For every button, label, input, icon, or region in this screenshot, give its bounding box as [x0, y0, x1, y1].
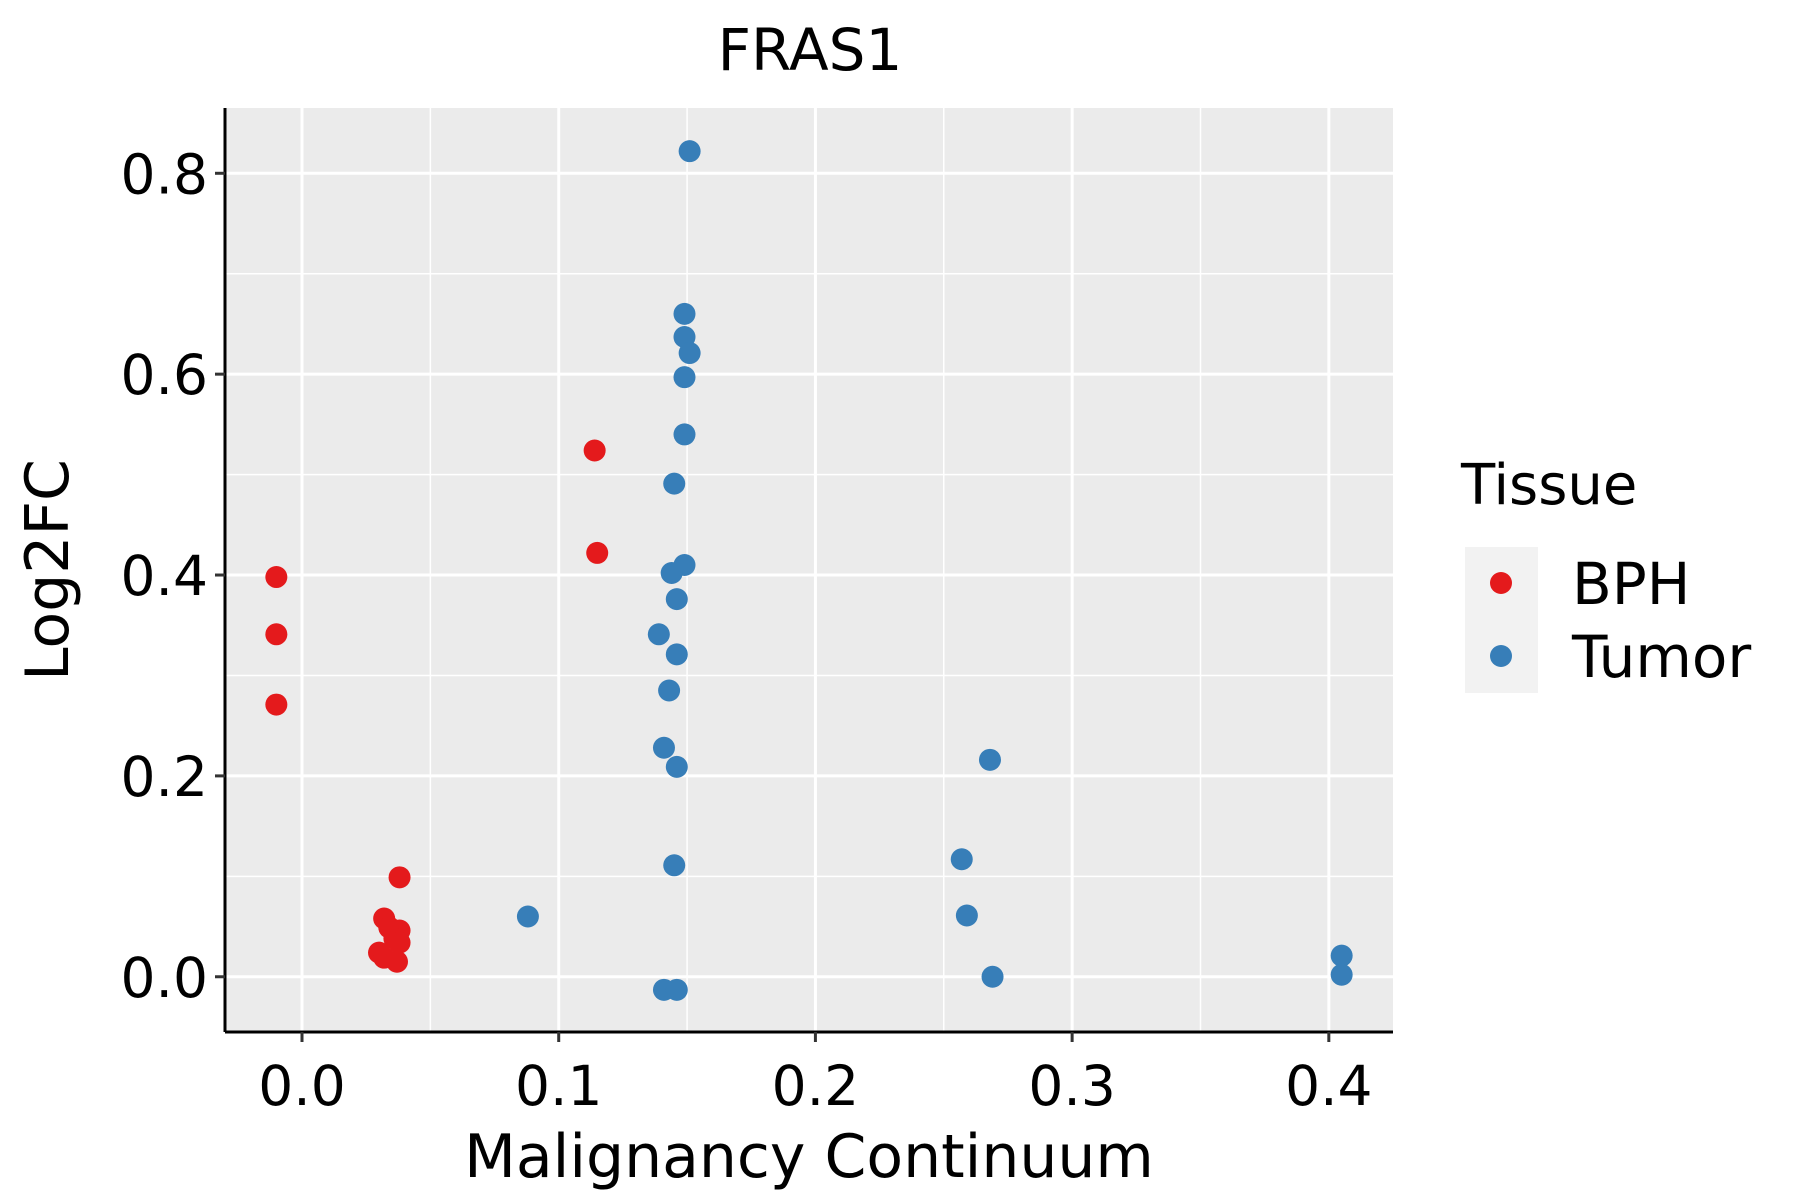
legend-label-tumor: Tumor	[1571, 623, 1751, 691]
legend-title: Tissue	[1460, 453, 1637, 518]
data-point-bph	[388, 931, 411, 954]
data-point-tumor	[673, 423, 696, 446]
data-point-tumor	[660, 562, 683, 585]
data-point-tumor	[652, 736, 675, 759]
x-tick-label: 0.1	[515, 1054, 602, 1118]
x-tick-label: 0.3	[1028, 1054, 1115, 1118]
major-grid	[225, 108, 1393, 1032]
data-point-tumor	[955, 904, 978, 927]
data-point-tumor	[981, 965, 1004, 988]
data-point-tumor	[678, 342, 701, 365]
x-tick-label: 0.4	[1285, 1054, 1372, 1118]
x-axis-title: Malignancy Continuum	[464, 1122, 1154, 1192]
data-point-tumor	[516, 905, 539, 928]
data-point-tumor	[665, 643, 688, 666]
data-point-tumor	[663, 854, 686, 877]
y-tick-label: 0.8	[121, 142, 208, 206]
data-point-tumor	[950, 848, 973, 871]
y-tick-label: 0.6	[121, 343, 208, 407]
data-point-tumor	[658, 679, 681, 702]
y-tick-label: 0.4	[121, 544, 208, 608]
data-point-tumor	[678, 140, 701, 163]
data-point-tumor	[978, 748, 1001, 771]
x-tick-label: 0.2	[772, 1054, 859, 1118]
x-axis-ticks: 0.0 0.1 0.2 0.3 0.4	[258, 1032, 1373, 1118]
data-point-tumor	[1330, 963, 1353, 986]
y-axis-ticks: 0.0 0.2 0.4 0.6 0.8	[121, 142, 225, 1010]
data-point-bph	[265, 566, 288, 589]
data-point-tumor	[663, 472, 686, 495]
data-point-bph	[388, 866, 411, 889]
data-point-bph	[265, 623, 288, 646]
data-point-tumor	[665, 588, 688, 611]
legend-label-bph: BPH	[1572, 550, 1690, 618]
data-point-tumor	[647, 623, 670, 646]
data-point-tumor	[673, 366, 696, 389]
x-tick-label: 0.0	[258, 1054, 345, 1118]
y-tick-label: 0.2	[121, 745, 208, 809]
data-point-bph	[265, 693, 288, 716]
legend-marker-bph	[1490, 572, 1512, 594]
plot-panel	[225, 108, 1393, 1032]
y-tick-label: 0.0	[121, 946, 208, 1010]
data-point-tumor	[673, 302, 696, 325]
data-point-bph	[586, 541, 609, 564]
legend-marker-tumor	[1490, 645, 1512, 667]
data-point-tumor	[665, 978, 688, 1001]
y-axis-title: Log2FC	[13, 459, 83, 681]
minor-grid	[225, 108, 1393, 1032]
data-points	[265, 140, 1353, 1001]
data-point-bph	[583, 439, 606, 462]
data-point-tumor	[665, 755, 688, 778]
data-point-tumor	[1330, 944, 1353, 967]
data-point-bph	[385, 950, 408, 973]
chart-title: FRAS1	[718, 16, 903, 84]
legend: Tissue BPH Tumor	[1460, 453, 1751, 693]
